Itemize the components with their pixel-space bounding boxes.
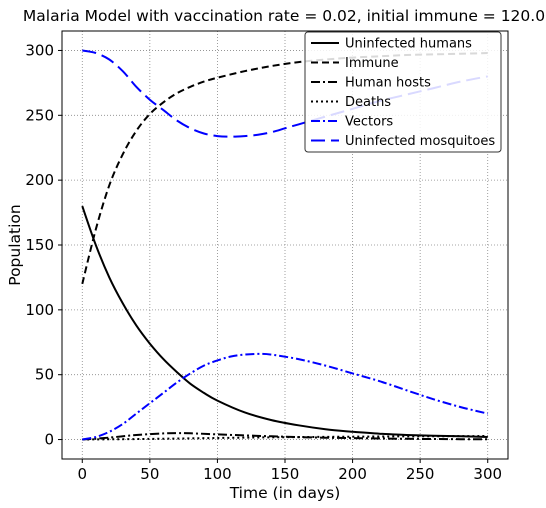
x-tick-label: 50 bbox=[140, 465, 159, 483]
x-tick-label: 300 bbox=[473, 465, 502, 483]
y-tick-label: 200 bbox=[25, 171, 54, 189]
chart-title: Malaria Model with vaccination rate = 0.… bbox=[23, 7, 545, 25]
x-axis-label: Time (in days) bbox=[229, 484, 341, 502]
series-line-human-hosts bbox=[82, 432, 488, 441]
legend-entry-label: Deaths bbox=[345, 95, 391, 110]
y-tick-label: 150 bbox=[25, 236, 54, 254]
ticks: 0 50 100 150 200 250 300 0 50 100 150 200 250 300 bbox=[25, 41, 502, 483]
legend-box bbox=[304, 31, 502, 153]
y-tick-label: 0 bbox=[44, 431, 54, 449]
legend-entry-label: Uninfected humans bbox=[345, 37, 472, 52]
x-tick-label: 150 bbox=[271, 465, 300, 483]
y-axis-label: Population bbox=[6, 204, 24, 285]
legend: Uninfected humans Immune Human hosts Deaths… bbox=[304, 31, 502, 153]
legend-entry-label: Human hosts bbox=[345, 76, 431, 91]
x-tick-label: 0 bbox=[77, 465, 87, 483]
x-tick-label: 100 bbox=[203, 465, 232, 483]
legend-entry-label: Uninfected mosquitoes bbox=[345, 134, 495, 149]
y-tick-label: 100 bbox=[25, 301, 54, 319]
series-line-vectors bbox=[82, 352, 488, 441]
y-tick-label: 250 bbox=[25, 106, 54, 124]
x-tick-label: 250 bbox=[406, 465, 435, 483]
y-tick-label: 50 bbox=[35, 366, 54, 384]
legend-entry-label: Immune bbox=[345, 56, 399, 71]
series-line-uninfected-humans bbox=[81, 205, 488, 438]
x-tick-label: 200 bbox=[338, 465, 367, 483]
legend-entry-label: Vectors bbox=[345, 115, 393, 130]
grid bbox=[62, 31, 508, 459]
y-tick-label: 300 bbox=[25, 41, 54, 59]
